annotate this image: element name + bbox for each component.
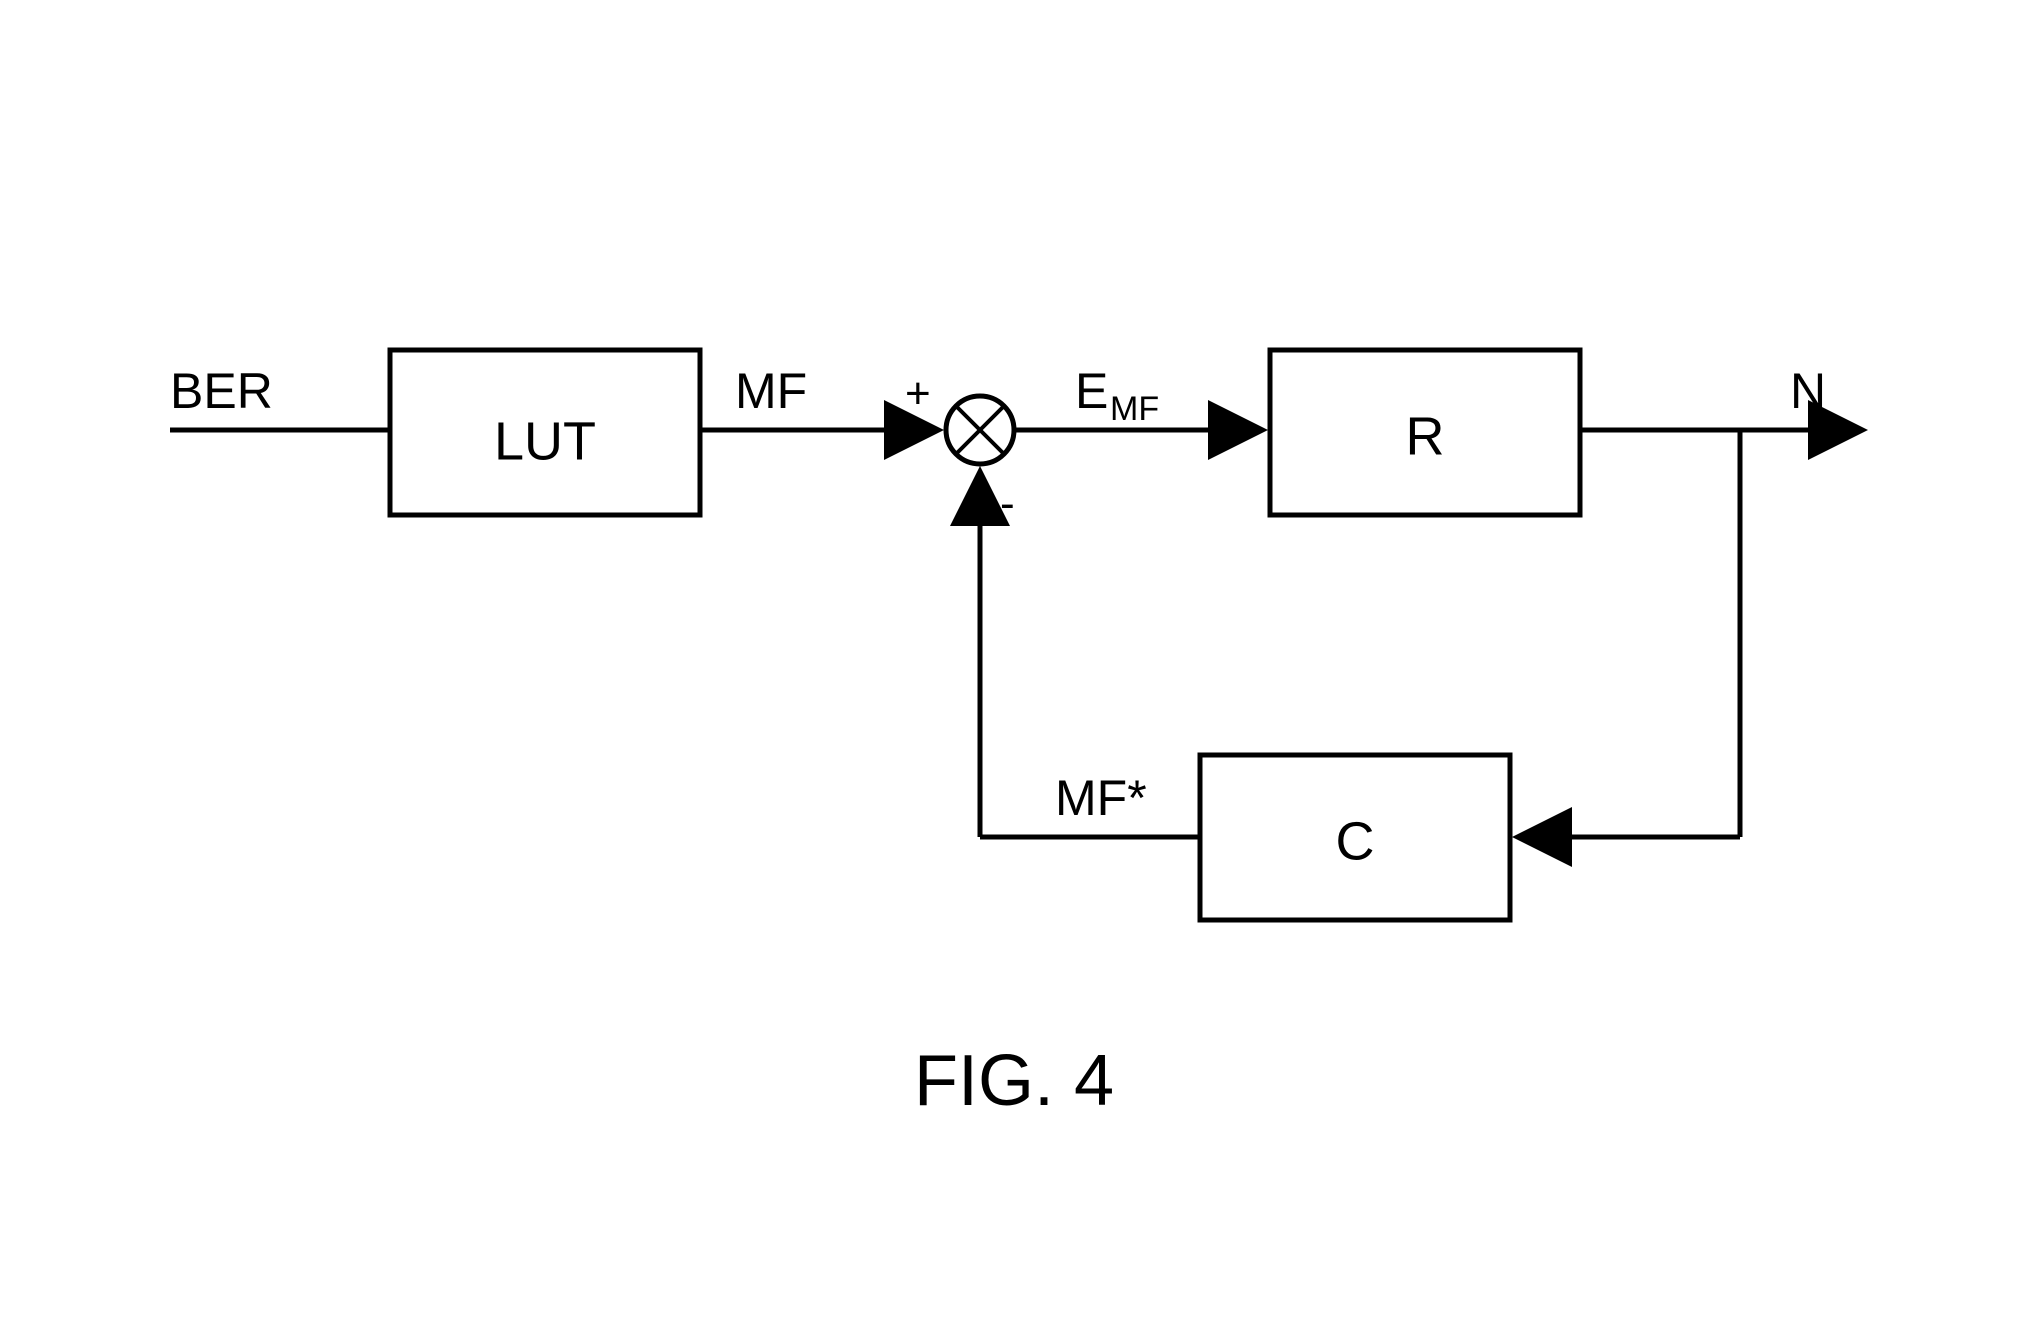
- label-ber: BER: [170, 363, 273, 419]
- plus-sign: +: [905, 369, 931, 418]
- label-mf-star: MF*: [1055, 770, 1147, 826]
- label-mf: MF: [735, 363, 807, 419]
- block-diagram: BER LUT MF + - E MF R N C: [0, 0, 2028, 1325]
- minus-sign: -: [1000, 479, 1015, 528]
- label-lut: LUT: [494, 411, 596, 471]
- summing-junction: [946, 396, 1014, 464]
- figure-caption: FIG. 4: [914, 1041, 1114, 1121]
- label-e: E: [1075, 363, 1108, 419]
- label-c: C: [1336, 811, 1375, 871]
- label-n: N: [1790, 363, 1826, 419]
- label-e-sub: MF: [1110, 390, 1159, 428]
- label-r: R: [1406, 406, 1445, 466]
- diagram-svg: BER LUT MF + - E MF R N C: [0, 0, 2028, 1325]
